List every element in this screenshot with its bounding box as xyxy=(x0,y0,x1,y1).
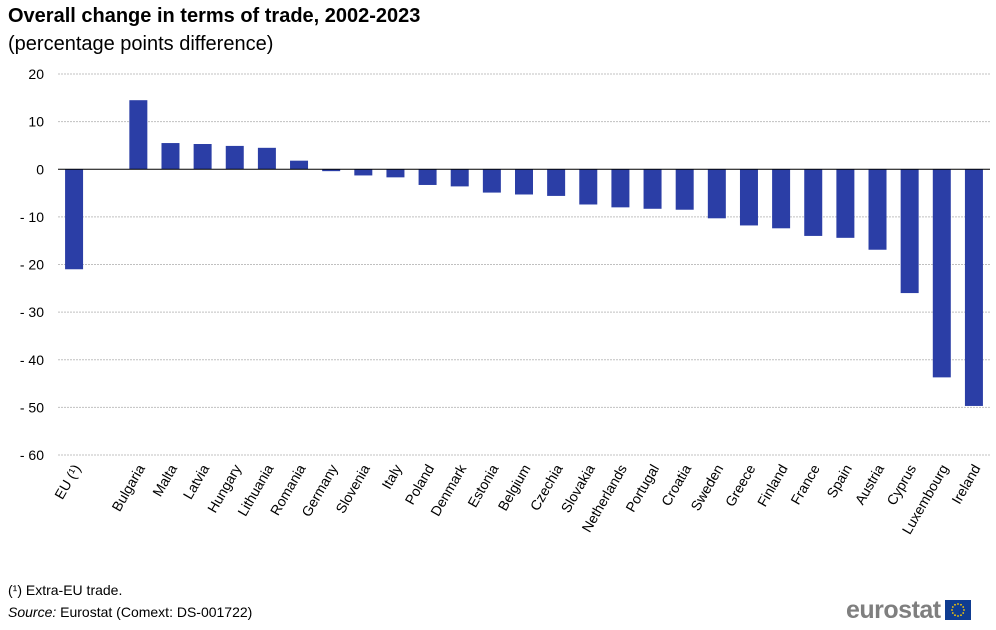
bar xyxy=(515,169,533,195)
y-tick-label: 0 xyxy=(36,161,44,177)
bar xyxy=(836,169,855,238)
y-tick-label: - 10 xyxy=(20,209,44,225)
x-tick-label: Malta xyxy=(149,461,180,499)
bar xyxy=(161,143,180,170)
flag-star xyxy=(950,609,953,611)
y-tick-label: 10 xyxy=(28,114,44,130)
flag-star xyxy=(951,606,954,608)
eurostat-logo: eurostat xyxy=(846,596,971,624)
x-tick-label: Ireland xyxy=(948,462,983,507)
x-tick-label: EU (¹) xyxy=(51,462,84,502)
bar xyxy=(129,100,148,170)
bar xyxy=(868,169,887,250)
bar-chart: 20 10 0 - 10 - 20 - 30 - 40 - 50 - 60 EU (¹) Bulga… xyxy=(20,66,990,537)
x-tick-label: Italy xyxy=(378,462,405,492)
x-tick-label: Greece xyxy=(722,461,759,509)
chart-subtitle: (percentage points difference) xyxy=(8,33,274,55)
bar xyxy=(322,169,341,172)
flag-star xyxy=(951,612,954,614)
source-note: Source: Eurostat (Comext: DS-001722) xyxy=(8,604,252,620)
bar xyxy=(964,169,983,406)
y-tick-label: 20 xyxy=(28,66,44,82)
x-tick-label: France xyxy=(787,461,823,507)
bar xyxy=(65,169,84,270)
bar xyxy=(643,169,662,209)
bar xyxy=(193,144,212,170)
bar xyxy=(675,169,694,210)
bar xyxy=(579,169,598,205)
bar xyxy=(611,169,630,208)
bar xyxy=(739,169,758,226)
bar xyxy=(772,169,791,229)
bar xyxy=(290,160,309,170)
y-tick-label: - 30 xyxy=(20,304,44,320)
chart-title: Overall change in terms of trade, 2002-2… xyxy=(8,5,421,27)
flag-star xyxy=(959,603,962,606)
bar xyxy=(900,169,919,294)
bar xyxy=(225,145,244,170)
source-text: Eurostat (Comext: DS-001722) xyxy=(56,604,253,620)
bar xyxy=(257,147,276,170)
footnote: (¹) Extra-EU trade. xyxy=(8,582,123,598)
bar xyxy=(707,169,726,219)
y-tick-label: - 20 xyxy=(20,257,44,273)
bar xyxy=(418,169,437,185)
eu-flag-icon xyxy=(944,600,971,620)
x-tick-label: Latvia xyxy=(180,461,213,502)
x-tick-label: Poland xyxy=(402,462,438,508)
flag-star xyxy=(961,612,964,614)
bar xyxy=(354,169,373,176)
bar xyxy=(450,169,469,187)
flag-star xyxy=(956,603,959,605)
x-tick-label: Bulgaria xyxy=(108,461,148,514)
source-label: Source: xyxy=(8,604,57,620)
x-tick-label: Spain xyxy=(823,462,855,501)
flag-star xyxy=(953,614,956,617)
y-tick-label: - 40 xyxy=(20,352,44,368)
bar xyxy=(482,169,501,193)
x-tick-label: Austria xyxy=(851,461,887,507)
flag-background xyxy=(944,600,971,620)
flag-star xyxy=(956,615,959,617)
flag-star xyxy=(959,614,962,617)
flag-star xyxy=(953,603,956,606)
x-tick-label: Finland xyxy=(754,462,791,510)
flag-star xyxy=(961,606,964,608)
bar xyxy=(804,169,823,236)
bar xyxy=(547,169,566,196)
y-tick-label: - 50 xyxy=(20,399,44,415)
flag-star xyxy=(962,609,965,611)
y-tick-label: - 60 xyxy=(20,447,44,463)
logo-text: eurostat xyxy=(846,596,941,624)
bar xyxy=(386,169,405,178)
bar xyxy=(932,169,951,378)
